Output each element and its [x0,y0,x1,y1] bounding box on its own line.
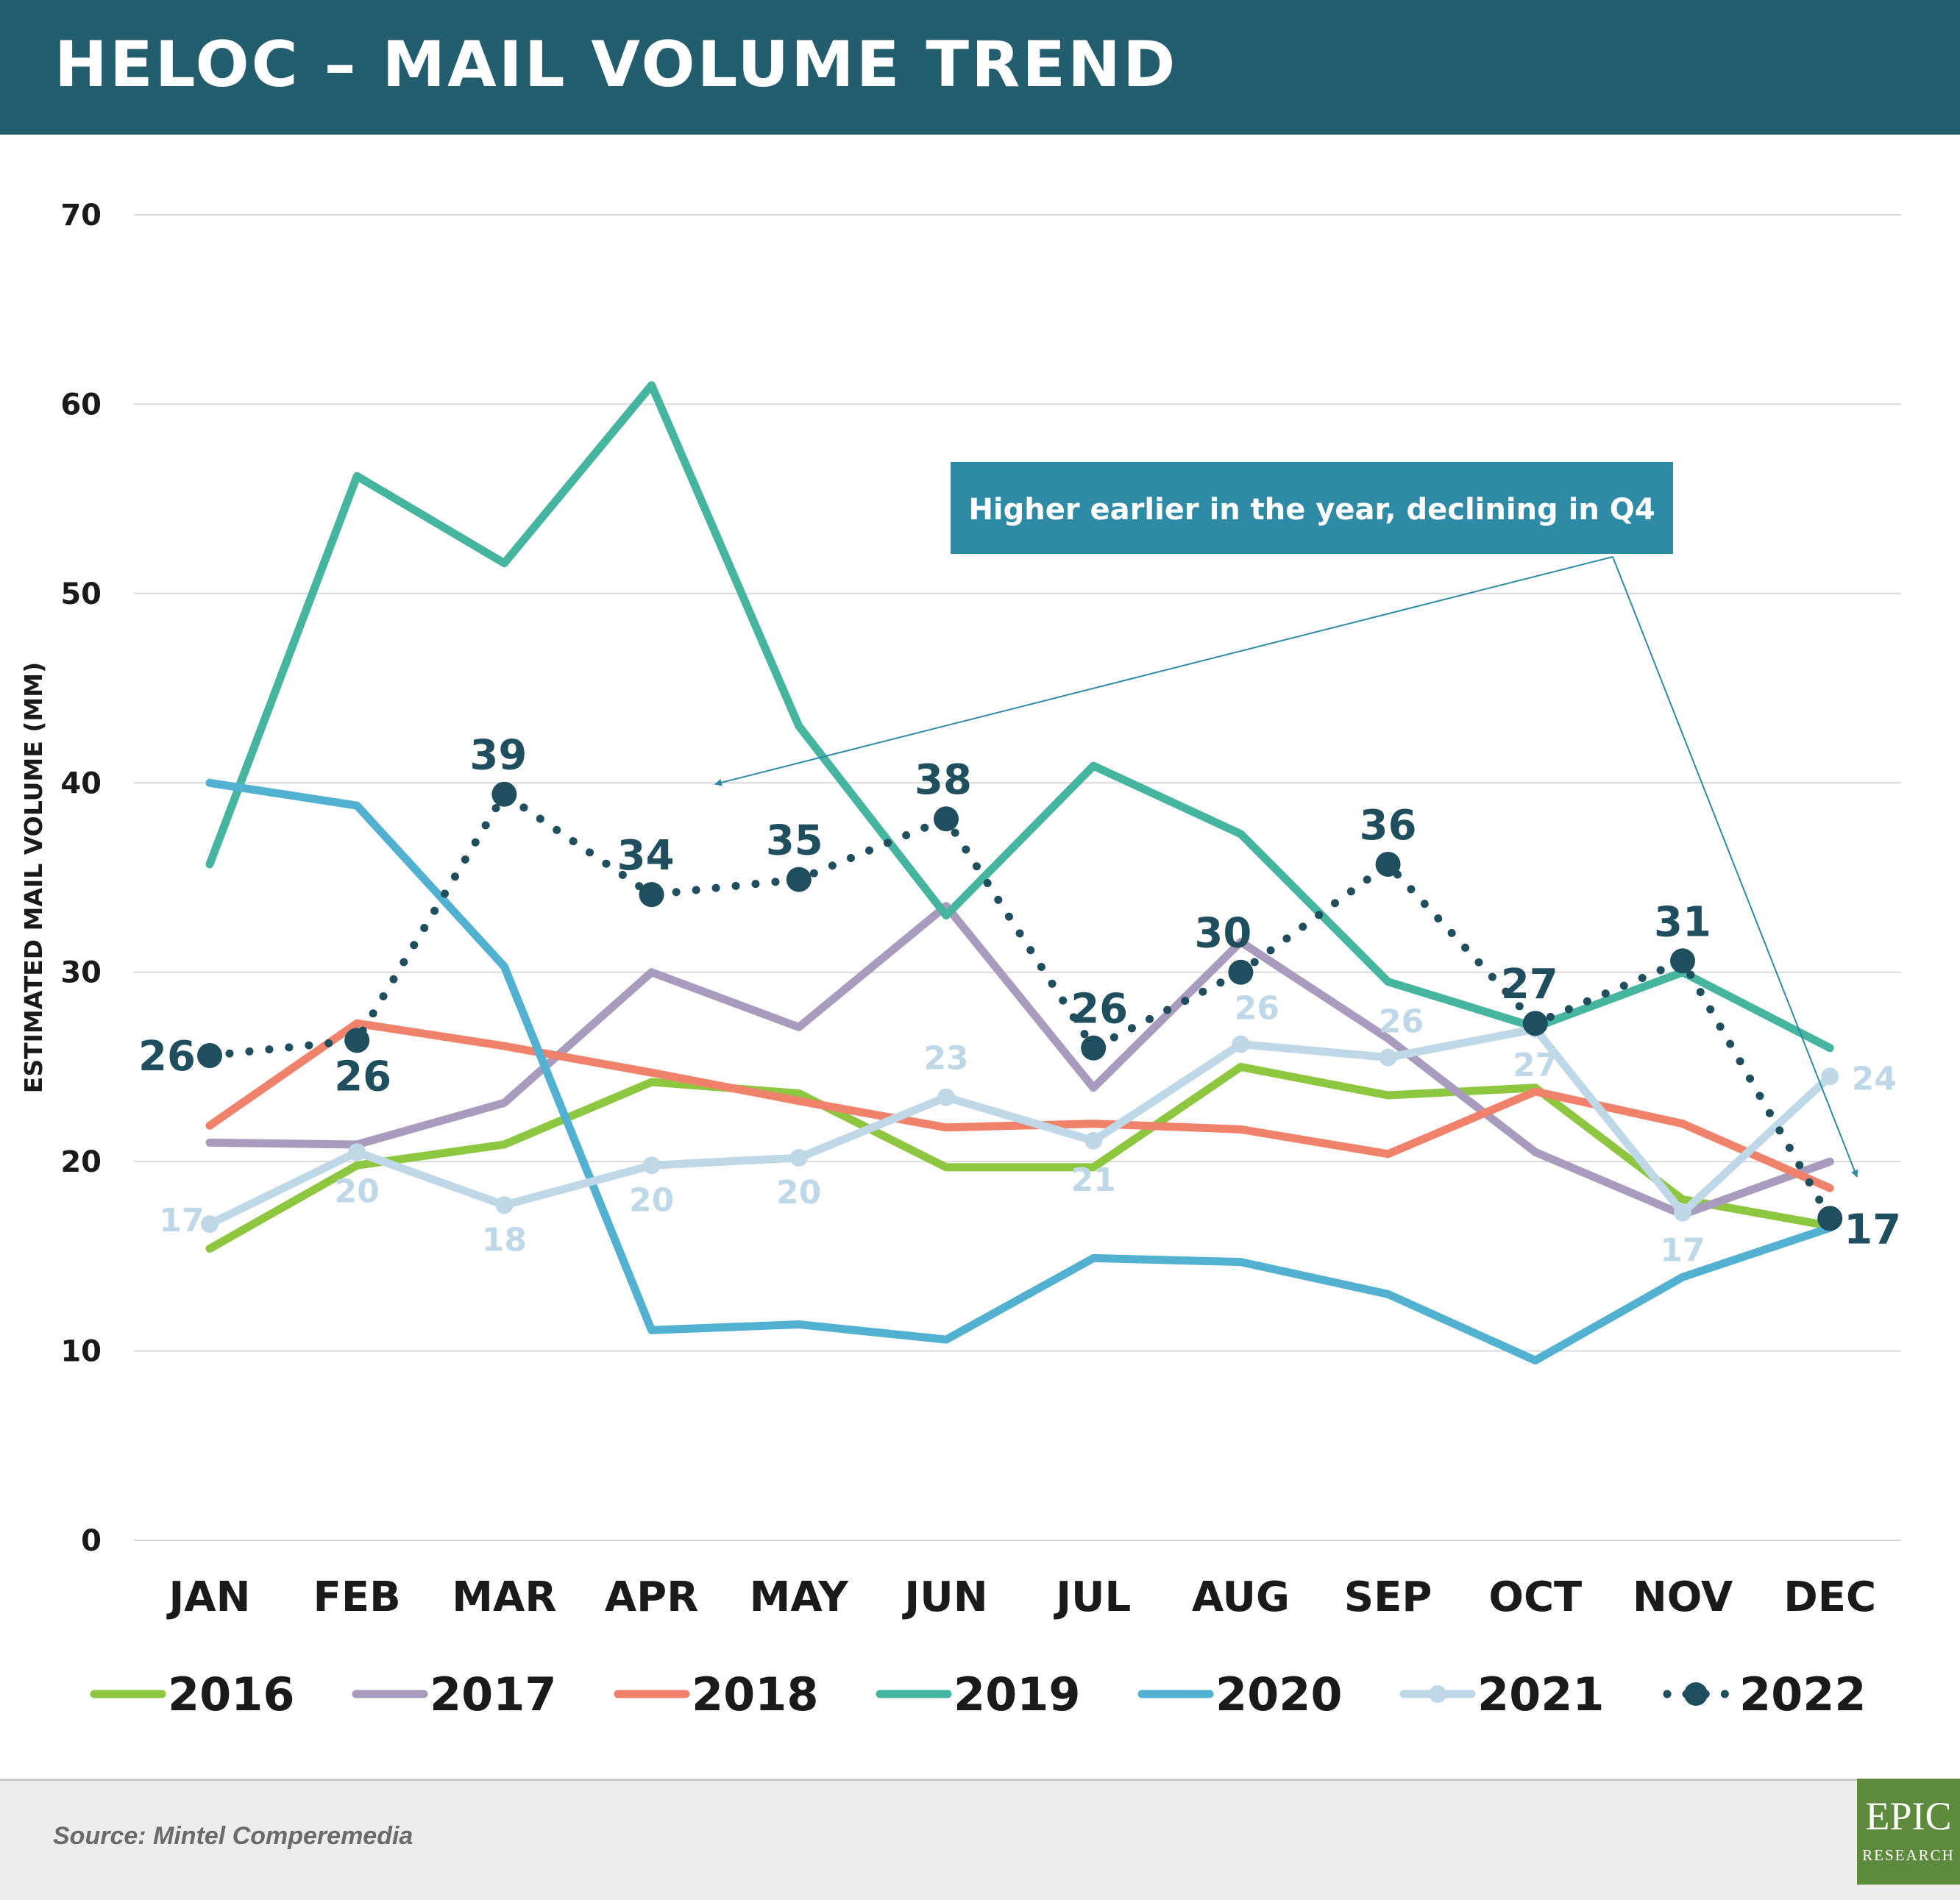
annotation-text: Higher earlier in the year, declining in… [968,493,1655,527]
series-line-2022 [205,788,1834,1223]
series-line-2016 [205,1062,1834,1253]
data-label-2022: 30 [1194,910,1251,958]
data-label-2022: 34 [617,832,675,880]
x-tick-label: OCT [1488,1573,1582,1621]
header-bar: HELOC – MAIL VOLUME TREND [0,0,1960,135]
x-tick-label: JAN [166,1573,250,1621]
point-2022 [639,882,664,908]
data-label-2021: 20 [629,1181,674,1219]
legend-label-2020: 2020 [1215,1668,1343,1721]
legend-label-2017: 2017 [430,1668,557,1721]
x-tick-label: APR [605,1573,699,1621]
x-tick-label: SEP [1344,1573,1432,1621]
data-label-2022: 38 [915,756,972,804]
data-label-2021: 26 [1379,1003,1424,1041]
data-label-2022: 39 [469,732,527,780]
point-2021 [1232,1035,1250,1053]
series-line-2021 [205,1025,1834,1228]
point-2021 [937,1088,955,1106]
data-label-2022: 36 [1360,802,1417,850]
point-2022 [344,1028,370,1053]
x-tick-label: MAY [750,1573,850,1621]
series-line-2017 [205,902,1834,1219]
data-label-2021: 18 [482,1221,527,1259]
x-tick-label: DEC [1783,1573,1876,1621]
x-tick-label: AUG [1192,1573,1290,1621]
point-2022 [1081,1035,1107,1061]
data-label-2021: 26 [1235,990,1279,1028]
data-label-2022: 17 [1844,1206,1901,1253]
data-label-2021: 24 [1852,1060,1897,1097]
data-label-2021: 27 [1513,1047,1558,1084]
logo-sub-text: RESEARCH [1862,1846,1955,1864]
y-tick-label: 10 [60,1335,102,1369]
point-2021 [789,1148,808,1167]
point-2021 [1084,1131,1103,1150]
y-tick-label: 50 [60,577,102,611]
point-2021 [495,1196,514,1214]
logo-main-text: EPIC [1865,1794,1952,1838]
point-2021 [1379,1048,1397,1067]
point-2022 [786,867,812,892]
y-tick-label: 60 [60,388,102,421]
data-label-2021: 20 [776,1174,821,1211]
data-label-2022: 27 [1501,961,1558,1008]
legend-label-2018: 2018 [692,1668,819,1721]
data-label-2022: 31 [1654,898,1711,946]
series-line-2018 [205,1019,1834,1192]
x-tick-label: FEB [313,1573,401,1621]
annotation-arrow-left [714,556,1613,786]
point-2022 [1522,1011,1548,1036]
data-label-2022: 26 [138,1033,196,1081]
x-tick-label: JUN [901,1573,987,1621]
legend-label-2022: 2022 [1739,1668,1867,1721]
point-2021 [642,1156,661,1175]
footer-bar: Source: Mintel Comperemedia [0,1779,1960,1900]
annotation-box [951,462,1673,554]
data-label-2021: 23 [923,1040,968,1078]
point-2021 [1821,1067,1839,1086]
epic-research-logo: EPIC RESEARCH [1857,1779,1960,1885]
legend-marker-2022 [1684,1682,1708,1706]
point-2022 [934,806,959,832]
series-line-2019 [205,381,1834,1053]
y-tick-label: 20 [60,1145,102,1179]
x-tick-label: MAR [452,1573,556,1621]
data-label-2022: 26 [334,1053,391,1100]
legend-label-2016: 2016 [168,1668,295,1721]
series-line-2020 [205,778,1834,1364]
point-2022 [491,781,517,807]
y-tick-label: 30 [60,956,102,990]
point-2021 [1674,1203,1691,1222]
data-label-2021: 21 [1071,1161,1116,1199]
point-2021 [348,1143,366,1161]
line-chart: 0 10 20 30 40 50 60 70 ESTIMATED MAIL VOLUME (MM… [19,199,1901,1721]
point-2022 [1817,1206,1843,1231]
data-label-2021: 17 [1660,1232,1705,1270]
y-tick-label: 70 [60,199,102,232]
y-tick-label: 0 [81,1524,102,1558]
legend-label-2019: 2019 [954,1668,1081,1721]
legend-marker-2021 [1429,1685,1446,1703]
y-tick-label: 40 [60,766,102,800]
point-2022 [1670,948,1695,974]
data-label-2022: 35 [766,817,823,865]
data-label-2021: 17 [159,1202,204,1239]
data-label-2022: 26 [1070,986,1128,1033]
point-2022 [1228,959,1254,985]
x-tick-label: NOV [1633,1573,1733,1621]
annotation-arrow-right [1612,556,1858,1178]
x-tick-label: JUL [1053,1573,1131,1621]
point-2022 [1375,851,1401,877]
point-2022 [197,1042,222,1068]
data-label-2021: 20 [335,1173,380,1210]
source-note: Source: Mintel Comperemedia [53,1822,413,1850]
y-axis-title: ESTIMATED MAIL VOLUME (MM) [19,662,48,1093]
page-title: HELOC – MAIL VOLUME TREND [54,28,1178,102]
point-2021 [201,1215,219,1234]
legend-label-2021: 2021 [1477,1668,1605,1721]
